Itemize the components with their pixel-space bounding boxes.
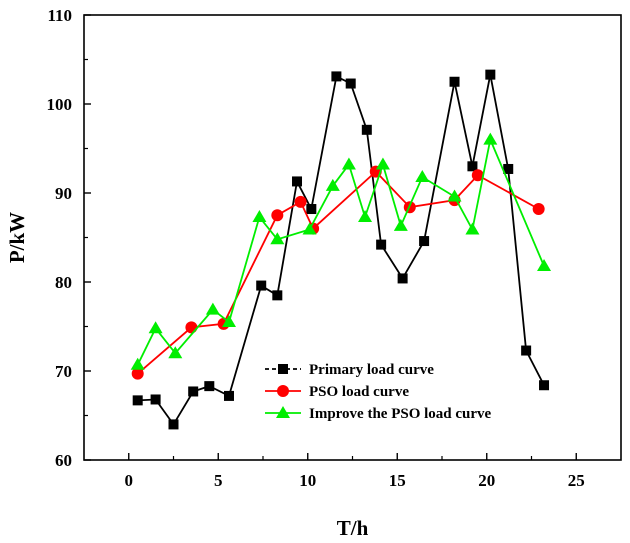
x-tick-label: 20: [478, 471, 495, 490]
data-point: [188, 386, 199, 397]
axes: 0 5 10 15 20 25 60 70 80 90 100 110: [47, 6, 622, 490]
y-tick-label: 90: [55, 184, 72, 203]
x-tick-label: 5: [214, 471, 223, 490]
legend-item: Primary load curve: [265, 362, 434, 378]
data-point: [471, 169, 484, 182]
data-point: [419, 236, 430, 247]
plot-area: [130, 69, 552, 430]
y-tick-label: 80: [55, 273, 72, 292]
data-point: [376, 239, 387, 250]
legend-marker: [278, 364, 288, 374]
data-point: [221, 315, 236, 328]
data-point: [467, 161, 478, 172]
data-point: [204, 381, 215, 392]
x-axis-label: T/h: [337, 516, 369, 540]
data-point: [168, 346, 183, 359]
legend: Primary load curve PSO load curve Improve …: [265, 362, 492, 422]
data-point: [294, 195, 307, 208]
data-point: [331, 71, 342, 82]
y-axis-label: P/kW: [5, 212, 29, 263]
data-point: [272, 290, 283, 301]
data-point: [375, 157, 390, 170]
data-point: [449, 76, 460, 87]
data-point: [256, 280, 267, 291]
x-tick-label: 15: [389, 471, 406, 490]
data-point: [358, 210, 373, 223]
series-square: [132, 69, 550, 430]
data-point: [341, 157, 356, 170]
data-point: [361, 124, 372, 135]
y-tick-label: 60: [55, 451, 72, 470]
data-point: [271, 209, 284, 222]
legend-marker: [277, 385, 289, 397]
y-tick-label: 110: [47, 6, 72, 25]
legend-label: Improve the PSO load curve: [309, 406, 492, 422]
data-point: [539, 380, 550, 391]
data-point: [483, 132, 498, 145]
data-point: [532, 203, 545, 216]
data-point: [148, 321, 163, 334]
data-point: [205, 302, 220, 315]
data-point: [447, 189, 462, 202]
data-point: [252, 210, 267, 223]
x-tick-label: 0: [125, 471, 134, 490]
data-point: [325, 178, 340, 191]
data-point: [485, 69, 496, 80]
data-point: [537, 258, 552, 271]
x-tick-label: 10: [299, 471, 316, 490]
data-point: [345, 78, 356, 89]
series-circle: [131, 165, 545, 380]
data-point: [132, 395, 143, 406]
series-line: [136, 136, 545, 366]
data-point: [130, 357, 145, 370]
data-point: [168, 419, 179, 430]
legend-item: Improve the PSO load curve: [265, 406, 492, 422]
series-triangle: [130, 132, 552, 370]
data-point: [292, 176, 303, 187]
legend-label: PSO load curve: [309, 384, 409, 400]
data-point: [185, 321, 198, 334]
data-point: [393, 218, 408, 231]
legend-marker: [276, 406, 290, 418]
y-tick-label: 70: [55, 362, 72, 381]
legend-item: PSO load curve: [265, 384, 409, 400]
data-point: [503, 163, 514, 174]
data-point: [131, 367, 144, 380]
series-line: [137, 74, 545, 427]
legend-label: Primary load curve: [309, 362, 434, 378]
data-point: [397, 273, 408, 284]
data-point: [150, 394, 161, 405]
data-point: [415, 169, 430, 182]
data-point: [223, 390, 234, 401]
data-point: [306, 204, 317, 215]
data-point: [465, 222, 480, 235]
data-point: [521, 345, 532, 356]
data-point: [302, 222, 317, 235]
x-tick-label: 25: [568, 471, 585, 490]
data-point: [270, 232, 285, 245]
y-tick-label: 100: [47, 95, 73, 114]
